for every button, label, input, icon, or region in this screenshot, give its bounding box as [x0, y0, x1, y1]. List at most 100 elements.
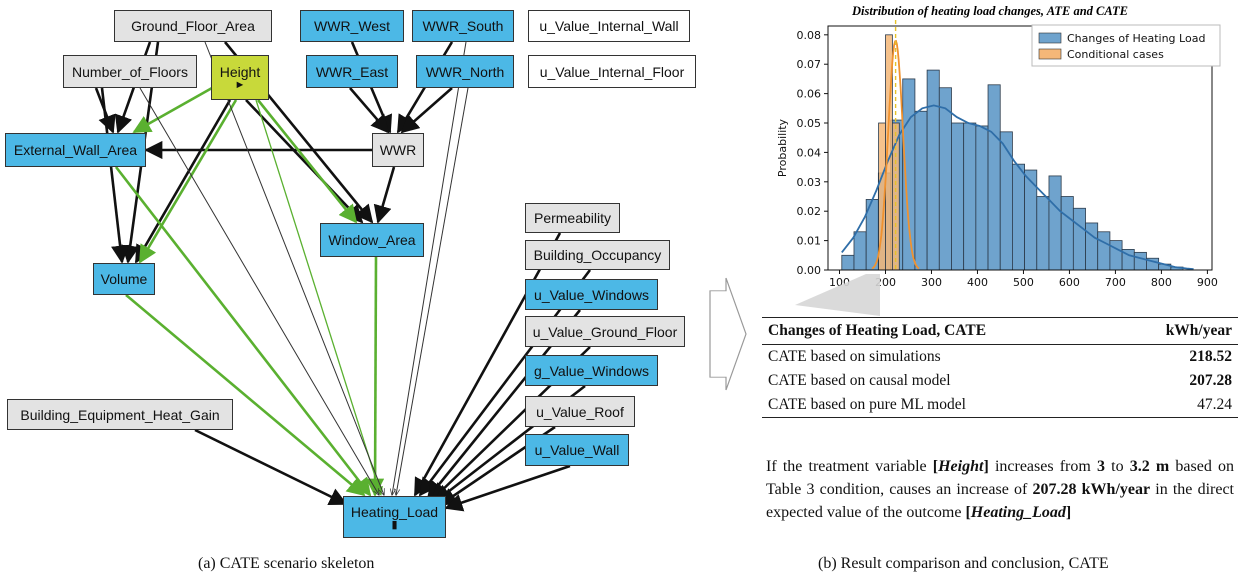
node-wwr-north: WWR_North: [416, 55, 514, 88]
node-ground-floor-area: Ground_Floor_Area: [114, 10, 272, 42]
y-tick-label: 0.08: [797, 29, 822, 42]
node-window-area: Window_Area: [320, 223, 424, 257]
effect-value: 207.28 kWh/year: [1032, 481, 1151, 498]
node-height: Height ►: [211, 55, 269, 100]
node-external-wall-area: External_Wall_Area: [5, 133, 146, 167]
node-building-occupancy: Building_Occupancy: [525, 240, 670, 270]
table-row: CATE based on simulations 218.52: [762, 345, 1238, 370]
edge-nof-volume: [100, 87, 130, 264]
node-building-equipment-heat-gain: Building_Equipment_Heat_Gain: [7, 399, 233, 430]
x-tick-label: 600: [1059, 276, 1080, 289]
y-tick-label: 0.05: [797, 117, 822, 130]
y-axis-label: Probability: [776, 118, 789, 177]
zoom-connector: [709, 274, 880, 391]
node-u-value-roof: u_Value_Roof: [525, 396, 635, 427]
histogram-bar: [1036, 196, 1050, 271]
outcome-marker-icon: ▮: [391, 518, 398, 531]
edge-height-windowarea: [245, 99, 364, 224]
conclusion-text: based on Table 3 condition, causes an in…: [766, 458, 1235, 498]
conclusion-text: in the direct expected value of the outc…: [766, 481, 1234, 521]
histogram-bar: [938, 87, 952, 271]
row-value: 47.24: [1117, 393, 1238, 418]
histogram-bar: [987, 84, 1001, 271]
conclusion-text: If the treatment variable: [766, 458, 933, 475]
node-u-value-internal-wall: u_Value_Internal_Wall: [528, 10, 690, 42]
edge-height-volume: [134, 99, 232, 264]
edge-wwr-windowarea: [373, 166, 396, 224]
node-u-value-windows: u_Value_Windows: [525, 279, 658, 310]
y-tick-label: 0.04: [797, 146, 822, 159]
x-tick-label: 400: [967, 276, 988, 289]
to-value: 3.2 m: [1129, 458, 1170, 475]
legend-label-conditional: Conditional cases: [1067, 48, 1164, 61]
from-value: 3: [1097, 458, 1105, 475]
caption-right: (b) Result comparison and conclusion, CA…: [818, 555, 1109, 572]
histogram-chart: 100 200 300 400 500 600 700 800 9000.000.010.020…: [776, 20, 1221, 289]
row-value: 218.52: [1189, 348, 1232, 365]
histogram-bar: [1097, 231, 1111, 271]
node-wwr-east: WWR_East: [306, 55, 398, 88]
row-value: 207.28: [1189, 372, 1232, 389]
edge-ewa-heating: [114, 166, 372, 497]
chart-legend: Changes of Heating Load Conditional case…: [1031, 24, 1221, 67]
x-tick-label: 500: [1013, 276, 1034, 289]
x-tick-label: 800: [1151, 276, 1172, 289]
node-number-of-floors: Number_of_Floors: [63, 55, 197, 88]
node-wwr-south: WWR_South: [412, 10, 514, 42]
legend-box: [1031, 24, 1221, 67]
row-label: CATE based on causal model: [768, 372, 951, 389]
row-label: CATE based on pure ML model: [762, 393, 1118, 418]
histogram-bar: [1085, 222, 1099, 271]
legend-swatch-conditional: [1038, 48, 1062, 60]
node-wwr-west: WWR_West: [300, 10, 404, 42]
legend-swatch-heating: [1038, 32, 1062, 44]
y-tick-label: 0.01: [797, 235, 822, 248]
histogram-bar: [1072, 207, 1086, 271]
histogram-bar: [1048, 175, 1062, 271]
histogram-bar: [975, 125, 989, 271]
caption-left: (a) CATE scenario skeleton: [198, 555, 375, 572]
edge-perm-heating: [413, 232, 562, 497]
node-u-value-internal-floor: u_Value_Internal_Floor: [528, 55, 696, 88]
x-tick-label: 700: [1105, 276, 1126, 289]
y-tick-label: 0.02: [797, 205, 822, 218]
cate-results-table: Changes of Heating Load, CATE kWh/year C…: [762, 317, 1238, 418]
conclusion-text: to: [1105, 458, 1130, 475]
plot-frame: [827, 25, 1213, 271]
node-g-value-windows: g_Value_Windows: [525, 355, 658, 386]
edge-wwrsouth-heating: [392, 41, 467, 495]
histogram-bar: [951, 122, 965, 271]
treatment-variable: Height: [938, 458, 984, 475]
edge-uwall-heating: [444, 464, 571, 512]
histogram-bar: [999, 131, 1013, 271]
node-wwr: WWR: [372, 133, 424, 167]
edge-gfa-heating: [204, 41, 384, 495]
edge-nof-heating: [139, 87, 379, 495]
height-label: Height: [219, 64, 261, 80]
edge-height-ewa: [132, 86, 213, 134]
heating-load-label: Heating_Load: [350, 503, 439, 520]
y-tick-label: 0.07: [797, 58, 822, 71]
node-volume: Volume: [93, 263, 155, 295]
x-tick-label: 900: [1197, 276, 1218, 289]
treatment-marker-icon: ►: [234, 79, 246, 91]
edge-wwreast-wwr: [349, 87, 390, 134]
arrow-right-icon: [709, 277, 747, 391]
edge-volume-heating: [125, 294, 366, 497]
outcome-variable: Heating_Load: [970, 504, 1066, 521]
histogram-bar: [963, 122, 977, 271]
edge-height-windowarea-green: [256, 99, 358, 224]
edge-wwrnorth-wwr: [400, 87, 453, 134]
table-row: CATE based on pure ML model 47.24: [762, 393, 1238, 418]
y-tick-label: 0.00: [797, 264, 822, 277]
y-tick-label: 0.03: [797, 176, 822, 189]
x-tick-label: 300: [921, 276, 942, 289]
histogram-bar: [926, 69, 940, 271]
node-u-value-ground-floor: u_Value_Ground_Floor: [525, 316, 685, 347]
y-tick-label: 0.06: [797, 88, 822, 101]
histogram-bar: [914, 110, 928, 271]
histogram-bar: [1109, 240, 1123, 271]
conclusion-paragraph: If the treatment variable [Height] incre…: [766, 458, 1235, 521]
edge-height-heating: [255, 99, 383, 496]
